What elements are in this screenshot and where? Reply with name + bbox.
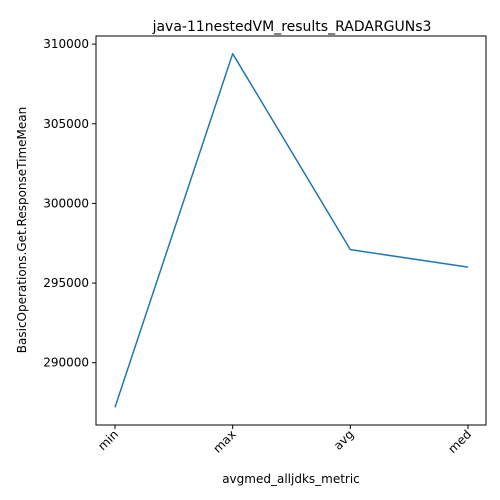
axes-frame (95, 35, 487, 426)
y-tick-label: 290000 (43, 356, 89, 370)
y-axis-title: BasicOperations.Get.ResponseTimeMean (15, 107, 29, 353)
x-axis-title: avgmed_alljdks_metric (222, 472, 360, 486)
y-tick-label: 310000 (43, 37, 89, 51)
y-tick-label: 295000 (43, 276, 89, 290)
chart-title: java-11nestedVM_results_RADARGUNs3 (152, 19, 432, 35)
y-tick-label: 305000 (43, 117, 89, 131)
series-line (114, 52, 469, 408)
y-tick-label: 300000 (43, 196, 89, 210)
